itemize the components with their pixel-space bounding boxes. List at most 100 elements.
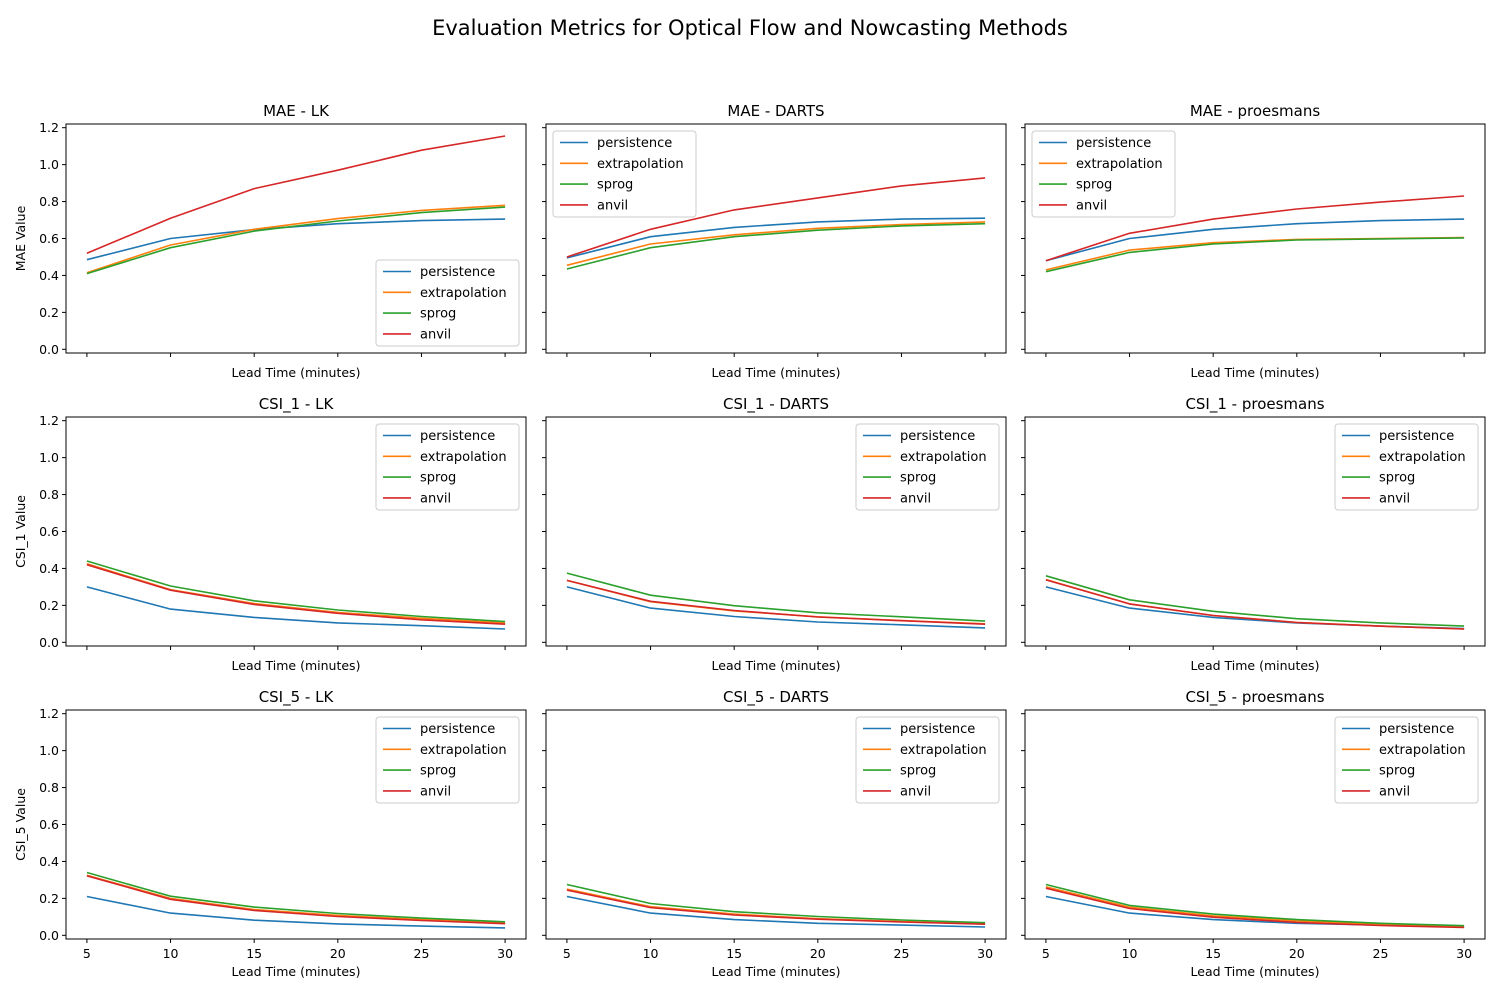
series-line-sprog xyxy=(1045,883,1465,927)
y-tick-label: 0.4 xyxy=(39,854,59,869)
x-tick-label: 15 xyxy=(726,946,742,961)
legend-label-persistence: persistence xyxy=(900,429,975,444)
subplot-1: MAE - LK 0.0 0.2 0.4 0.6 0.8 1.0 1.2 Lead Time (… xyxy=(13,102,527,380)
legend-label-extrapolation: extrapolation xyxy=(900,743,987,758)
series-line-sprog xyxy=(86,560,506,623)
x-tick-label: 10 xyxy=(1122,946,1138,961)
subplot-4: CSI_1 - LK 0.0 0.2 0.4 0.6 0.8 1.0 1.2 Lead Time… xyxy=(13,395,527,673)
y-axis-label: CSI_5 Value xyxy=(13,788,28,861)
legend-label-sprog: sprog xyxy=(900,764,936,779)
series-line-anvil xyxy=(1045,887,1465,929)
legend-label-anvil: anvil xyxy=(420,327,451,342)
legend-label-anvil: anvil xyxy=(1076,198,1107,213)
x-axis-label: Lead Time (minutes) xyxy=(232,964,361,979)
legend-frame xyxy=(552,130,697,218)
series-line-extrapolation xyxy=(566,221,986,267)
series-line-extrapolation xyxy=(86,874,506,924)
legend: persistence extrapolation sprog anvil xyxy=(375,259,520,347)
subplot-6: CSI_1 - proesmans Lead Time (minutes) pers… xyxy=(1021,395,1486,673)
legend-label-persistence: persistence xyxy=(1379,722,1454,737)
y-tick-label: 0.6 xyxy=(39,524,59,539)
y-tick-label: 1.0 xyxy=(39,157,59,172)
subplot-5: CSI_1 - DARTS Lead Time (minutes) persiste… xyxy=(542,395,1007,673)
subplot-title: MAE - DARTS xyxy=(727,102,824,120)
legend-label-extrapolation: extrapolation xyxy=(420,450,507,465)
legend-frame xyxy=(1334,423,1479,511)
series-line-persistence xyxy=(1045,218,1465,262)
subplot-title: CSI_1 - LK xyxy=(259,395,335,414)
legend-label-extrapolation: extrapolation xyxy=(1379,743,1466,758)
x-tick-label: 5 xyxy=(563,946,571,961)
y-tick-label: 0.4 xyxy=(39,268,59,283)
legend-label-extrapolation: extrapolation xyxy=(1379,450,1466,465)
y-tick-label: 0.0 xyxy=(39,635,59,650)
legend-label-sprog: sprog xyxy=(420,471,456,486)
legend-frame xyxy=(375,423,520,511)
legend-label-persistence: persistence xyxy=(1076,136,1151,151)
series-line-sprog xyxy=(86,206,506,275)
series-line-extrapolation xyxy=(1045,886,1465,928)
y-tick-label: 1.0 xyxy=(39,450,59,465)
x-axis-label: Lead Time (minutes) xyxy=(232,365,361,380)
subplot-title: CSI_5 - proesmans xyxy=(1185,688,1324,707)
legend-label-extrapolation: extrapolation xyxy=(597,157,684,172)
x-tick-label: 20 xyxy=(810,946,826,961)
subplot-title: MAE - LK xyxy=(263,102,330,120)
y-tick-label: 1.0 xyxy=(39,743,59,758)
series-line-anvil xyxy=(86,875,506,925)
subplot-title: CSI_5 - DARTS xyxy=(723,688,829,707)
x-tick-label: 15 xyxy=(246,946,262,961)
series-line-anvil xyxy=(86,563,506,625)
series-line-extrapolation xyxy=(566,888,986,925)
series-line-anvil xyxy=(1045,579,1465,630)
series-line-anvil xyxy=(1045,195,1465,262)
legend-label-extrapolation: extrapolation xyxy=(900,450,987,465)
series-line-sprog xyxy=(566,883,986,924)
series-line-anvil xyxy=(86,135,506,255)
subplot-9: CSI_5 - proesmans 5 10 15 20 25 30 Lead Time (m… xyxy=(1021,688,1486,979)
series-line-sprog xyxy=(566,572,986,622)
y-tick-label: 1.2 xyxy=(39,413,59,428)
subplot-8: CSI_5 - DARTS 5 10 15 20 25 30 Lead Time (minut… xyxy=(542,688,1007,979)
legend-label-sprog: sprog xyxy=(597,178,633,193)
x-tick-label: 5 xyxy=(83,946,91,961)
x-axis-label: Lead Time (minutes) xyxy=(232,658,361,673)
series-line-persistence xyxy=(86,895,506,929)
figure-title: Evaluation Metrics for Optical Flow and … xyxy=(432,16,1068,40)
series-line-persistence xyxy=(566,586,986,629)
series-line-persistence xyxy=(566,217,986,259)
legend: persistence extrapolation sprog anvil xyxy=(855,716,1000,804)
legend-label-persistence: persistence xyxy=(420,722,495,737)
y-tick-label: 0.4 xyxy=(39,561,59,576)
legend-label-sprog: sprog xyxy=(1076,178,1112,193)
legend-frame xyxy=(855,423,1000,511)
legend: persistence extrapolation sprog anvil xyxy=(855,423,1000,511)
subplot-title: CSI_1 - DARTS xyxy=(723,395,829,414)
y-tick-label: 0.8 xyxy=(39,487,59,502)
x-axis-label: Lead Time (minutes) xyxy=(1191,365,1320,380)
legend: persistence extrapolation sprog anvil xyxy=(375,423,520,511)
series-line-persistence xyxy=(566,895,986,928)
legend-frame xyxy=(855,716,1000,804)
x-tick-label: 30 xyxy=(977,946,993,961)
legend-label-extrapolation: extrapolation xyxy=(1076,157,1163,172)
x-tick-label: 25 xyxy=(1373,946,1389,961)
x-axis-label: Lead Time (minutes) xyxy=(712,658,841,673)
legend-frame xyxy=(375,716,520,804)
legend-label-persistence: persistence xyxy=(597,136,672,151)
y-tick-label: 1.2 xyxy=(39,120,59,135)
y-axis-label: MAE Value xyxy=(13,205,28,271)
series-line-extrapolation xyxy=(86,563,506,624)
legend: persistence extrapolation sprog anvil xyxy=(1334,423,1479,511)
legend-label-sprog: sprog xyxy=(420,307,456,322)
legend-label-anvil: anvil xyxy=(1379,784,1410,799)
x-tick-label: 25 xyxy=(894,946,910,961)
series-line-anvil xyxy=(566,579,986,625)
y-tick-label: 0.0 xyxy=(39,928,59,943)
legend-label-sprog: sprog xyxy=(420,764,456,779)
legend-label-anvil: anvil xyxy=(900,784,931,799)
series-line-anvil xyxy=(566,177,986,258)
legend-label-persistence: persistence xyxy=(420,429,495,444)
y-tick-label: 0.8 xyxy=(39,780,59,795)
series-line-sprog xyxy=(86,871,506,923)
